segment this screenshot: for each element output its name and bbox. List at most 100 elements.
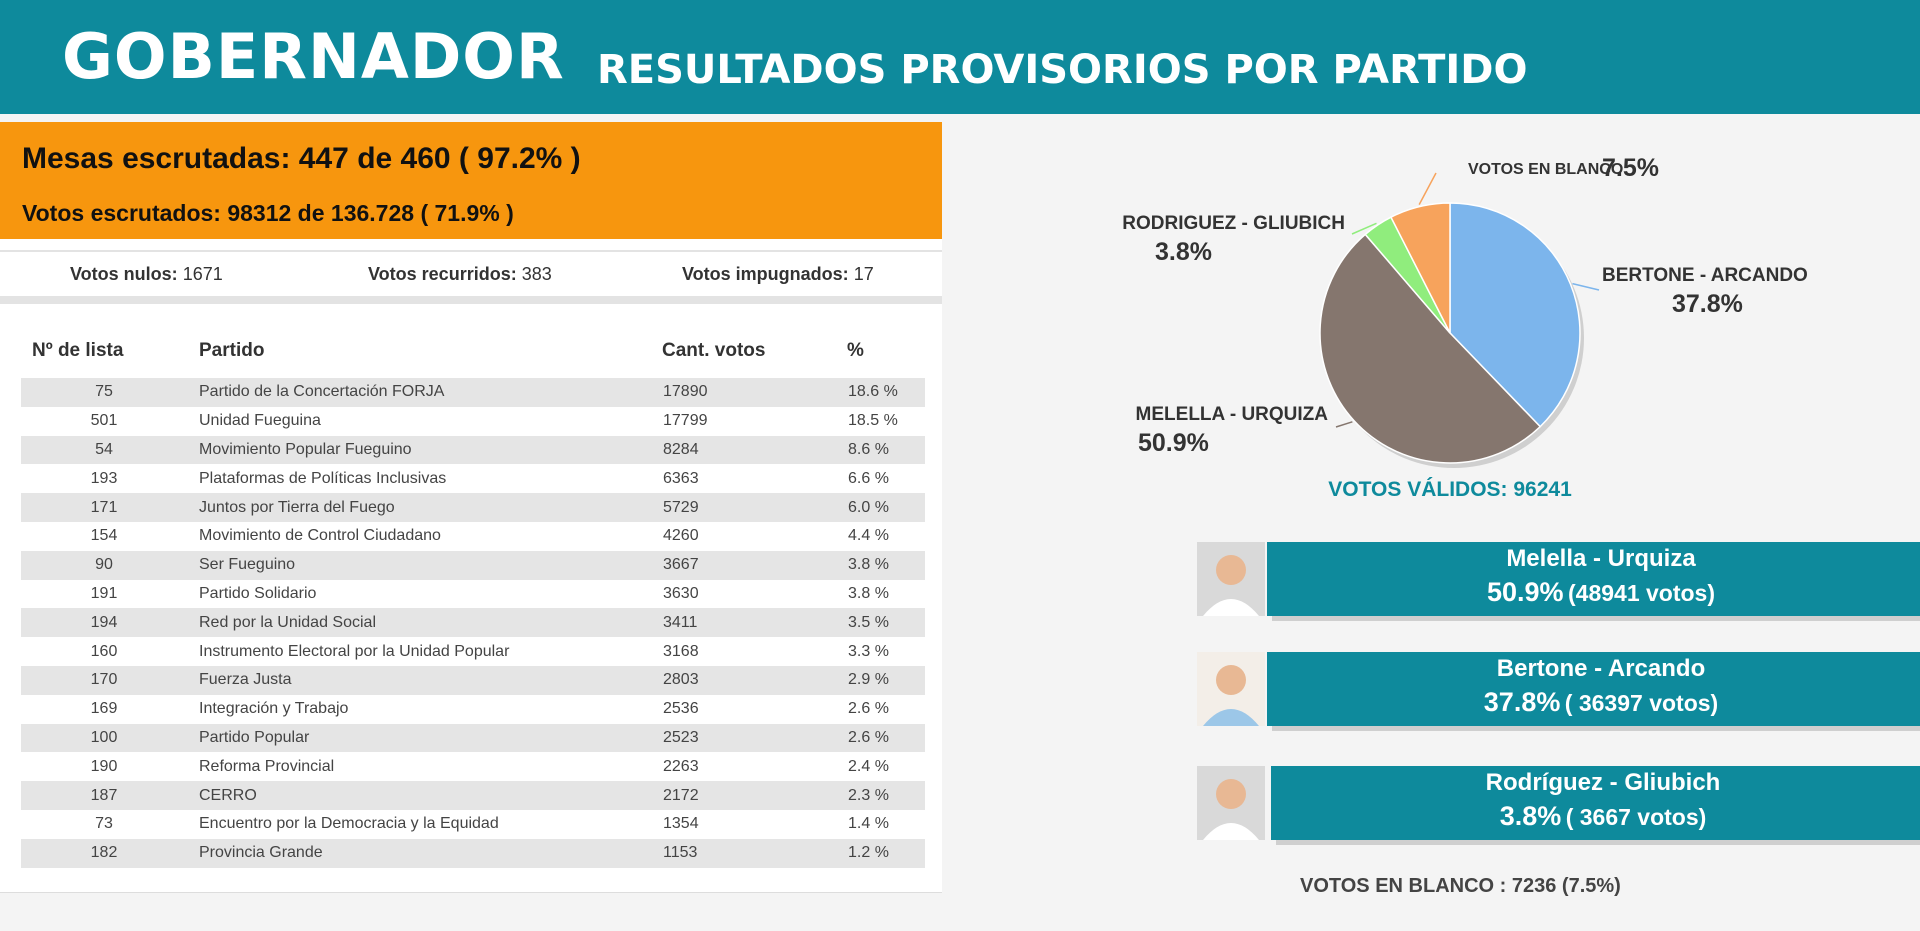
pie-connector [1418, 172, 1437, 205]
lista-number: 160 [90, 642, 118, 660]
vote-percent: 18.6 % [848, 378, 925, 407]
party-name: Encuentro por la Democracia y la Equidad [199, 815, 499, 833]
vote-count: 1354 [663, 815, 699, 833]
votos-validos: VOTOS VÁLIDOS: 96241 [1328, 478, 1572, 501]
candidate-card: Bertone - Arcando 37.8% ( 36397 votos) [1197, 652, 1920, 734]
lista-number: 191 [90, 584, 118, 602]
vote-count: 4260 [663, 527, 699, 545]
col-header-partido: Partido [199, 340, 265, 361]
vote-count: 1153 [663, 838, 848, 868]
stat-impugnados-label: Votos impugnados: [682, 264, 849, 284]
summary-box: Mesas escrutadas: 447 de 460 ( 97.2% ) V… [0, 122, 942, 239]
party-name: Partido de la Concertación FORJA [187, 378, 663, 407]
lista-number: 193 [90, 469, 118, 487]
lista-number: 169 [90, 700, 118, 718]
header-bar: GOBERNADOR RESULTADOS PROVISORIOS POR PA… [0, 0, 1920, 114]
lista-number: 501 [90, 412, 118, 430]
candidate-result: 37.8% ( 36397 votos) [1267, 687, 1920, 718]
vote-count: 6363 [663, 469, 699, 487]
vote-percent: 2.6 % [848, 700, 889, 718]
candidate-photo [1197, 766, 1265, 840]
vote-percent: 2.4 % [848, 757, 889, 775]
vote-count: 2523 [663, 723, 848, 753]
pie-label: VOTOS EN BLANCO [1468, 161, 1623, 178]
party-name: Plataformas de Políticas Inclusivas [199, 469, 447, 487]
pie-slice [1389, 202, 1451, 334]
vote-percent: 2.6 % [848, 723, 925, 753]
stats-bar: Votos nulos: 1671 Votos recurridos: 383 … [0, 250, 942, 304]
vote-percent: 3.5 % [848, 608, 925, 638]
parties-table: 75 Partido de la Concertación FORJA 17890 1… [21, 378, 925, 868]
lista-number: 73 [95, 815, 113, 833]
table-row: 191 Partido Solidario 3630 3.8 % [21, 580, 925, 609]
lista-number: 154 [90, 527, 118, 545]
vote-percent: 2.3 % [848, 781, 925, 810]
party-name: Reforma Provincial [199, 757, 335, 775]
vote-percent: 1.4 % [848, 815, 889, 833]
table-row: 154 Movimiento de Control Ciudadano 4260 4.… [21, 522, 925, 551]
party-name: Movimiento Popular Fueguino [187, 435, 663, 465]
pie-percent-label: 37.8% [1672, 290, 1743, 318]
vote-percent: 2.9 % [848, 665, 925, 695]
lista-number: 75 [21, 378, 187, 407]
candidate-photo [1197, 652, 1265, 726]
col-header-lista: Nº de lista [32, 340, 124, 361]
stat-recurridos-value: 383 [521, 264, 552, 284]
col-header-pct: % [847, 340, 864, 361]
table-row: 160 Instrumento Electoral por la Unidad P… [21, 637, 925, 666]
vote-percent: 3.8 % [848, 584, 889, 602]
party-name: Juntos por Tierra del Fuego [187, 493, 663, 522]
vote-percent: 18.5 % [848, 412, 898, 430]
vote-percent: 6.6 % [848, 469, 889, 487]
vote-count: 2172 [663, 781, 848, 810]
pie-label: RODRIGUEZ - GLIUBICH [1122, 213, 1345, 234]
vote-count: 17890 [663, 378, 848, 407]
vote-count: 3411 [663, 608, 848, 638]
party-name: Integración y Trabajo [199, 700, 349, 718]
party-name: Provincia Grande [187, 838, 663, 868]
stat-recurridos-label: Votos recurridos: [368, 264, 517, 284]
candidate-box: Rodríguez - Gliubich 3.8% ( 3667 votos) [1271, 766, 1920, 840]
candidate-photo [1197, 542, 1265, 616]
vote-count: 8284 [663, 435, 848, 465]
vote-percent: 3.3 % [848, 642, 889, 660]
stat-nulos-label: Votos nulos: [70, 264, 178, 284]
lista-number: 90 [21, 550, 187, 580]
pie-percent-label: 3.8% [1155, 238, 1212, 266]
pie-label: MELELLA - URQUIZA [1136, 404, 1329, 425]
candidate-card: Rodríguez - Gliubich 3.8% ( 3667 votos) [1197, 766, 1920, 848]
candidate-percent: 3.8% [1499, 801, 1562, 831]
pie-percent-label: 7.5% [1602, 154, 1659, 182]
vote-percent: 3.8 % [848, 550, 925, 580]
candidate-votes: ( 36397 votos) [1564, 690, 1719, 716]
candidate-result: 50.9% (48941 votos) [1267, 577, 1920, 608]
table-row: 194 Red por la Unidad Social 3411 3.5 % [21, 608, 925, 638]
page-subtitle: RESULTADOS PROVISORIOS POR PARTIDO [597, 47, 1528, 93]
candidate-card: Melella - Urquiza 50.9% (48941 votos) [1197, 542, 1920, 624]
vote-count: 2263 [663, 757, 699, 775]
party-name: Fuerza Justa [187, 665, 663, 695]
candidate-result: 3.8% ( 3667 votos) [1271, 801, 1920, 832]
mesas-escrutadas: Mesas escrutadas: 447 de 460 ( 97.2% ) [22, 142, 581, 175]
col-header-votos: Cant. votos [662, 340, 766, 361]
lista-number: 170 [21, 665, 187, 695]
table-row: 171 Juntos por Tierra del Fuego 5729 6.0 % [21, 493, 925, 522]
party-name: CERRO [187, 781, 663, 810]
candidate-percent: 37.8% [1483, 687, 1561, 717]
table-row: 75 Partido de la Concertación FORJA 17890 1… [21, 378, 925, 407]
vote-count: 5729 [663, 493, 848, 522]
page-title: GOBERNADOR [62, 20, 565, 93]
candidate-votes: (48941 votos) [1568, 580, 1716, 606]
vote-percent: 4.4 % [848, 527, 889, 545]
results-panel: Mesas escrutadas: 447 de 460 ( 97.2% ) V… [0, 122, 942, 893]
pie-connector [1351, 222, 1377, 235]
candidate-percent: 50.9% [1486, 577, 1564, 607]
lista-number: 171 [21, 493, 187, 522]
party-name: Instrumento Electoral por la Unidad Popu… [199, 642, 510, 660]
table-row: 190 Reforma Provincial 2263 2.4 % [21, 752, 925, 781]
party-name: Red por la Unidad Social [187, 608, 663, 638]
table-row: 169 Integración y Trabajo 2536 2.6 % [21, 695, 925, 724]
candidate-box: Bertone - Arcando 37.8% ( 36397 votos) [1267, 652, 1920, 726]
vote-count: 3168 [663, 642, 699, 660]
candidate-name: Bertone - Arcando [1496, 655, 1706, 682]
